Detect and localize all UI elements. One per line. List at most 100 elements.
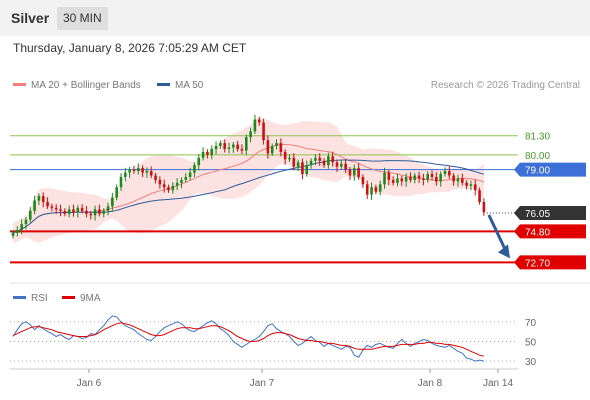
- candle: [89, 211, 93, 220]
- candle-body: [132, 169, 136, 172]
- candle: [374, 184, 378, 195]
- bollinger-band-area: [13, 117, 484, 244]
- candle-body: [370, 187, 373, 195]
- candle-body: [236, 144, 239, 149]
- candle-body: [67, 209, 71, 214]
- candle: [296, 159, 300, 172]
- candle: [465, 180, 468, 190]
- candle-body: [378, 184, 382, 192]
- candle-body: [180, 179, 183, 183]
- candle: [59, 204, 62, 217]
- candle: [409, 172, 412, 183]
- candle: [41, 192, 45, 208]
- candle-body: [11, 232, 15, 236]
- candle-body: [439, 174, 442, 182]
- candle: [309, 158, 313, 169]
- candle-body: [257, 119, 261, 123]
- candle-body: [314, 157, 317, 161]
- candle-body: [171, 185, 175, 191]
- candle: [275, 139, 278, 150]
- candle: [361, 174, 365, 188]
- candle-body: [279, 143, 283, 152]
- candle: [279, 138, 283, 157]
- candle: [452, 172, 455, 186]
- candle-body: [296, 162, 300, 167]
- candle: [396, 173, 399, 187]
- candle: [219, 140, 222, 149]
- candle: [482, 198, 486, 216]
- candle-body: [85, 210, 88, 214]
- candle-body: [158, 179, 162, 185]
- candle-body: [283, 151, 287, 160]
- forecast-arrow-shaft: [487, 214, 509, 254]
- candle-body: [396, 178, 399, 183]
- candle: [352, 164, 356, 181]
- candle: [335, 159, 339, 172]
- candle: [348, 166, 352, 180]
- candle-body: [374, 187, 378, 192]
- candle: [314, 154, 317, 166]
- legend-item-ma50: MA 50: [157, 80, 203, 91]
- candle-body: [309, 160, 313, 166]
- candle-body: [422, 178, 425, 180]
- candle-body: [409, 176, 412, 180]
- candle: [16, 226, 19, 237]
- candle-body: [288, 157, 291, 160]
- candle: [76, 205, 80, 218]
- candle-body: [340, 163, 343, 167]
- ma50-swatch: [157, 82, 170, 86]
- candle-body: [111, 197, 114, 207]
- candle: [331, 151, 334, 167]
- level-tag-label: 76.05: [525, 209, 550, 220]
- candle-body: [197, 157, 201, 166]
- candle: [24, 216, 28, 230]
- candle-body: [119, 176, 123, 188]
- level-label: 81.30: [525, 132, 550, 143]
- candle-body: [348, 169, 352, 176]
- candle-body: [76, 207, 80, 213]
- legend-label-ma50: MA 50: [175, 80, 204, 91]
- candle: [210, 145, 214, 160]
- candle: [206, 149, 209, 159]
- candle: [106, 202, 110, 216]
- candle: [473, 179, 477, 196]
- legend-item-rsi: RSI: [13, 293, 48, 304]
- candle-body: [335, 162, 339, 167]
- candle: [201, 147, 205, 161]
- candle-body: [24, 219, 28, 225]
- candle-body: [214, 146, 218, 149]
- candle-body: [413, 175, 417, 180]
- candle-body: [266, 140, 270, 154]
- moving-averages: [12, 143, 485, 234]
- candle-body: [318, 157, 322, 161]
- candle: [257, 116, 261, 127]
- rsi-panel: 70 50 30: [10, 315, 537, 368]
- forecast-arrow: [487, 214, 510, 259]
- candle-body: [124, 172, 127, 177]
- candle-body: [473, 184, 477, 191]
- candle: [67, 205, 71, 218]
- candle-body: [478, 190, 481, 202]
- candle-body: [417, 175, 421, 179]
- timeframe-button[interactable]: 30 MIN: [57, 7, 108, 30]
- level-tag-label: 79.00: [525, 166, 550, 177]
- candle-body: [365, 184, 369, 195]
- candle: [80, 204, 84, 214]
- candle: [145, 167, 149, 178]
- candle-body: [227, 147, 231, 149]
- candle: [102, 208, 106, 218]
- ma50-line: [12, 159, 485, 234]
- rsi-line: [12, 315, 485, 362]
- candle: [322, 158, 326, 168]
- candle-body: [344, 163, 347, 170]
- candle: [162, 179, 166, 193]
- candle-body: [20, 224, 23, 230]
- candle: [141, 165, 144, 177]
- candle: [478, 187, 481, 205]
- candle: [63, 208, 67, 217]
- candle-body: [63, 210, 67, 214]
- candle-body: [482, 201, 486, 213]
- candle-body: [106, 206, 110, 211]
- candle: [149, 166, 153, 179]
